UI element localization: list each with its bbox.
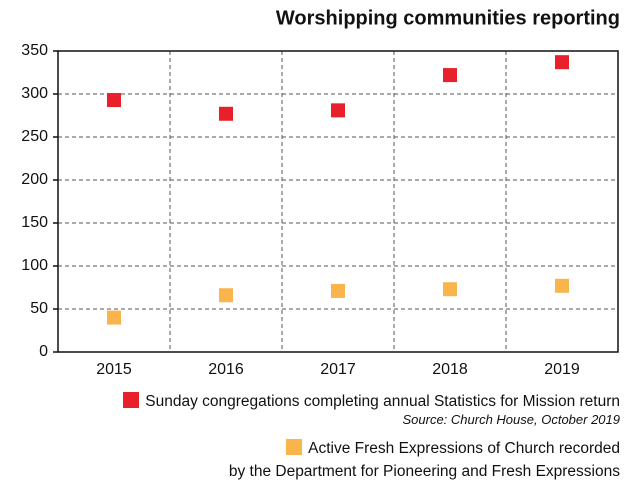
y-tick-label: 0 xyxy=(39,343,48,360)
x-tick-label: 2015 xyxy=(96,361,132,378)
y-tick-label: 350 xyxy=(21,42,48,59)
chart-title: Worshipping communities reporting xyxy=(276,7,620,29)
x-tick-label: 2019 xyxy=(544,361,580,378)
x-tick-label: 2018 xyxy=(432,361,468,378)
legend-swatch xyxy=(286,439,303,455)
y-tick-label: 50 xyxy=(30,300,48,317)
plot-frame xyxy=(57,50,619,353)
x-tick-label: 2016 xyxy=(208,361,244,378)
legend-entry: Sunday congregations completing annual S… xyxy=(123,390,620,413)
series-marker xyxy=(331,103,345,118)
legend-swatch xyxy=(123,392,140,408)
series-marker xyxy=(219,288,233,303)
series-marker xyxy=(219,106,233,121)
y-tick-label: 200 xyxy=(21,171,48,188)
series-marker xyxy=(555,55,569,70)
legend-entry: Active Fresh Expressions of Church recor… xyxy=(229,437,620,483)
series-marker xyxy=(443,68,457,83)
series-marker xyxy=(331,283,345,298)
series-marker xyxy=(107,310,121,325)
legend-label: Sunday congregations completing annual S… xyxy=(145,393,620,410)
y-tick-label: 300 xyxy=(21,85,48,102)
source-note: Source: Church House, October 2019 xyxy=(402,412,620,427)
y-tick-label: 250 xyxy=(21,128,48,145)
y-tick-label: 150 xyxy=(21,214,48,231)
series-marker xyxy=(443,282,457,297)
x-tick-label: 2017 xyxy=(320,361,356,378)
series-marker xyxy=(555,278,569,293)
y-tick-label: 100 xyxy=(21,257,48,274)
legend-label: Active Fresh Expressions of Church recor… xyxy=(228,440,620,480)
series-marker xyxy=(107,93,121,108)
chart: Worshipping communities reporting 0 50 100… xyxy=(21,7,620,378)
